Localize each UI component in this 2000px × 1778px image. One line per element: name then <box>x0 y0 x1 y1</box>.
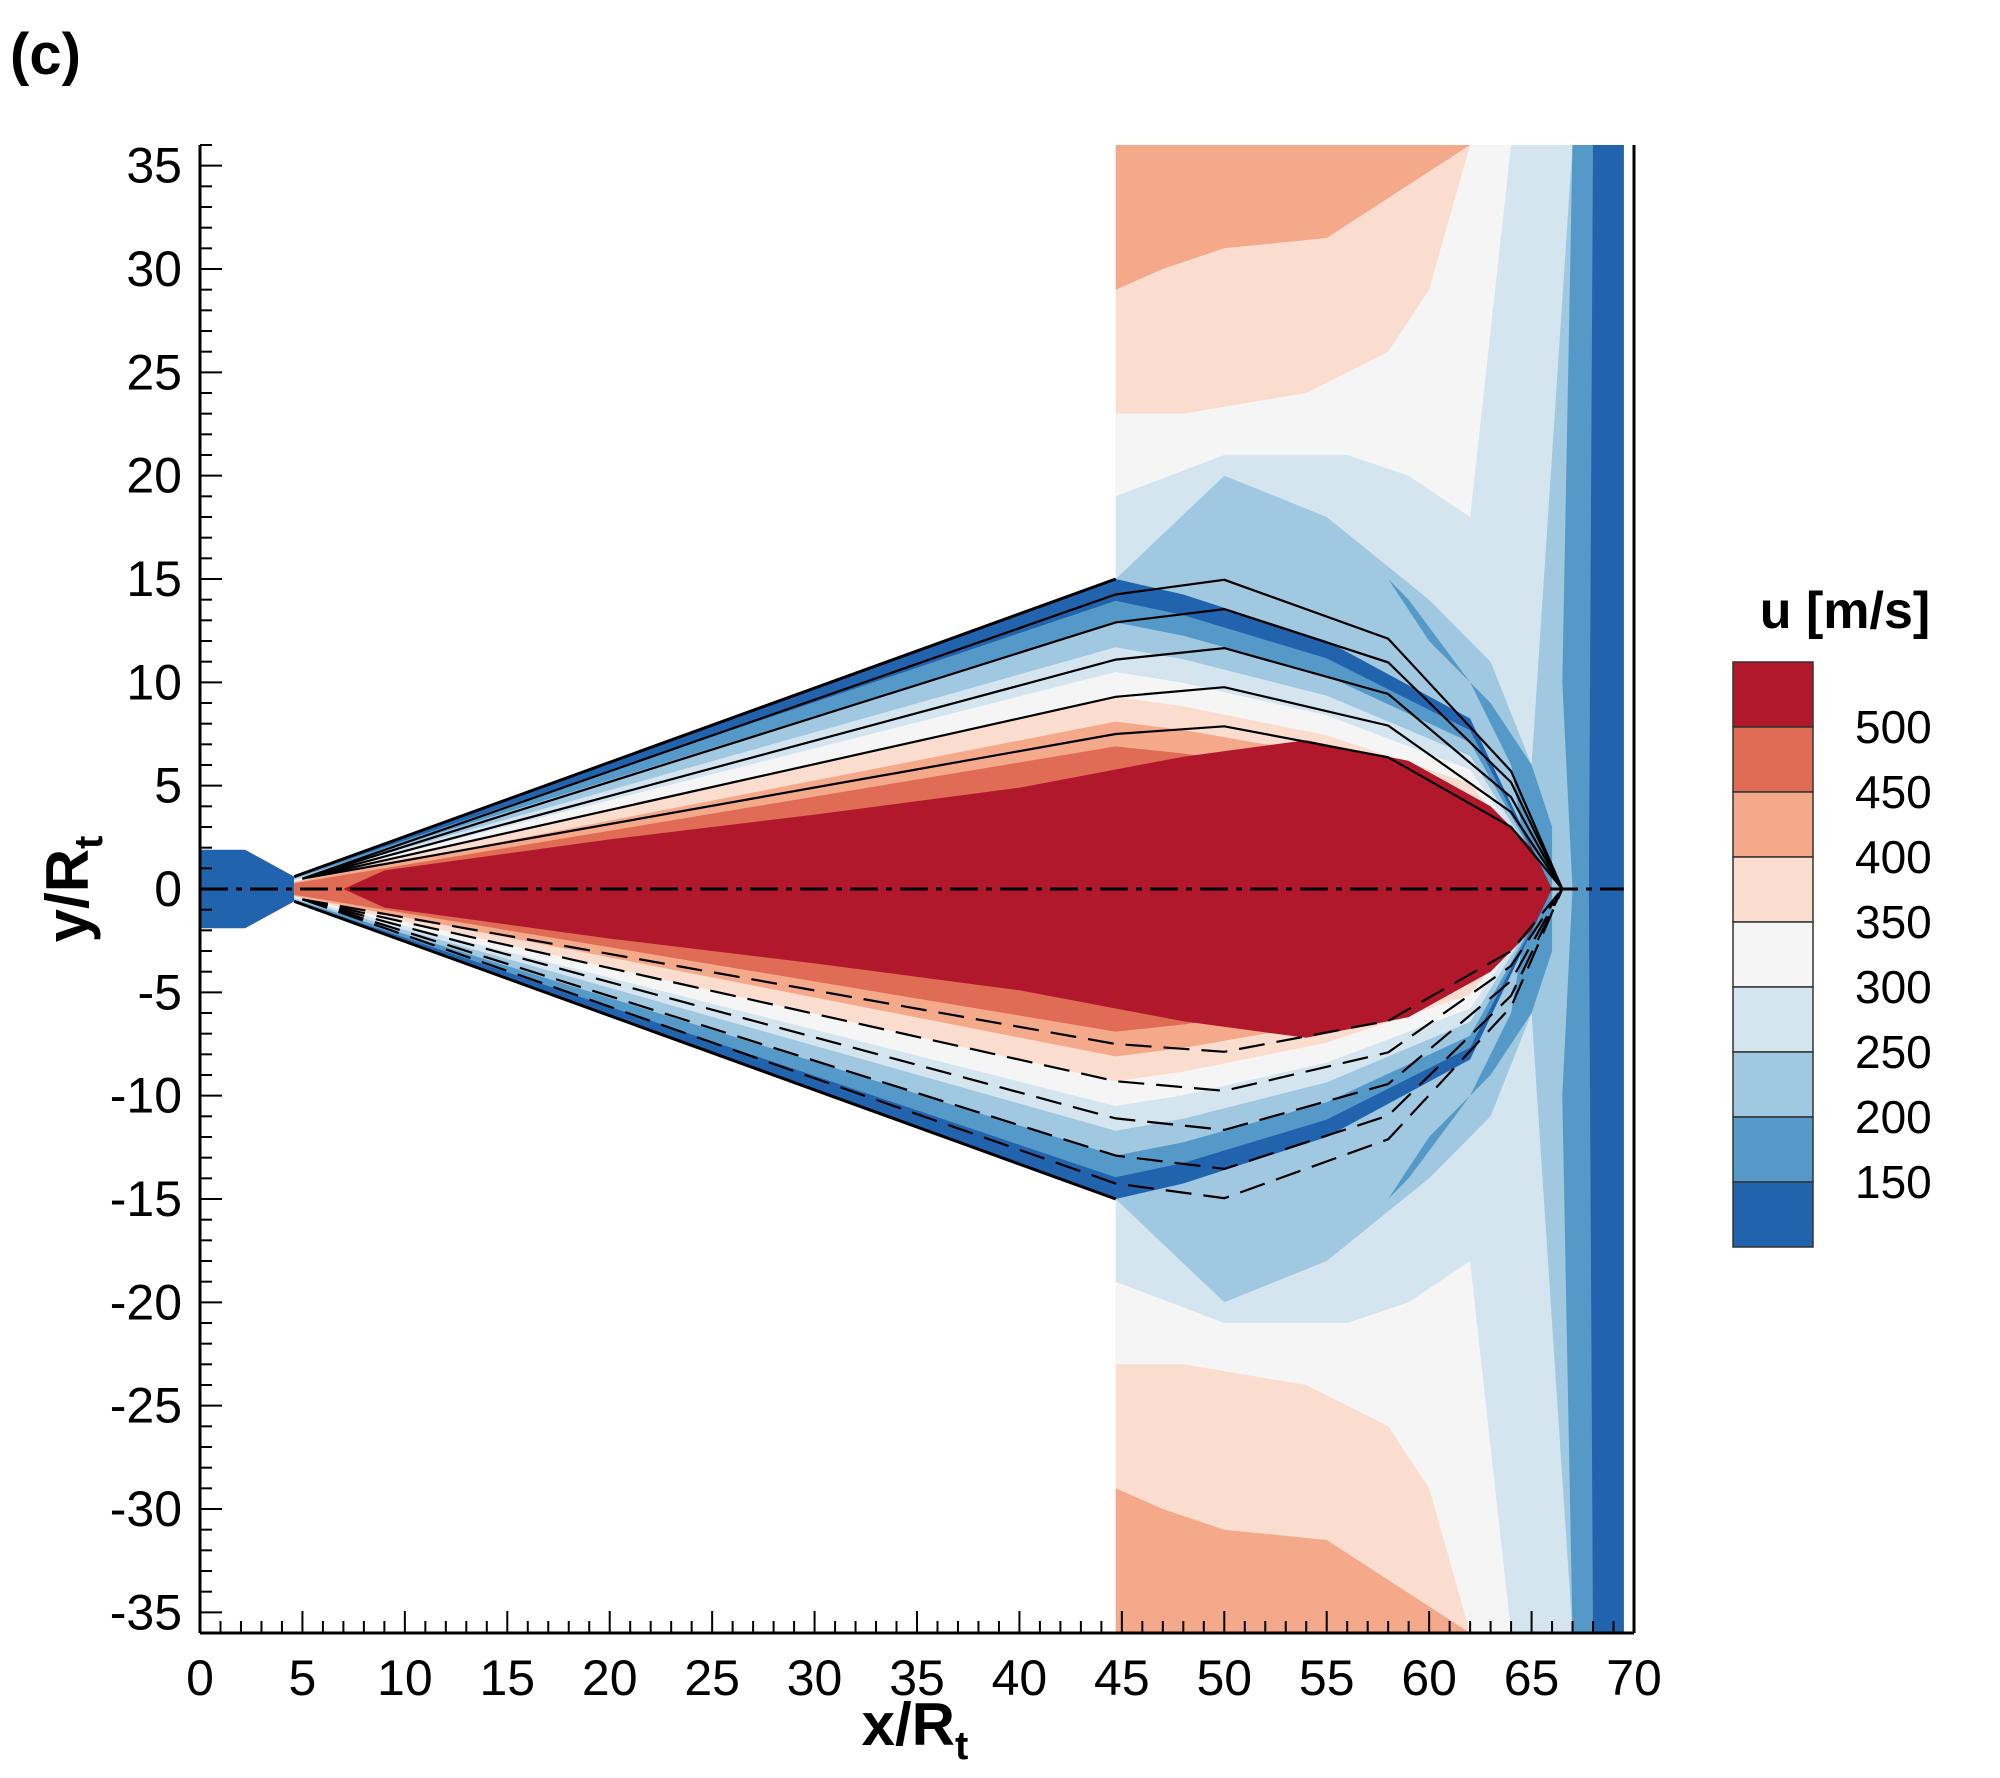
plume-field <box>343 740 1553 1038</box>
y-tick-label: 15 <box>126 551 182 607</box>
contour-lower-0 <box>302 888 1564 1053</box>
x-tick-label: 50 <box>1196 1650 1252 1706</box>
nozzle-inlet <box>200 849 295 929</box>
contour-upper-4 <box>302 578 1564 890</box>
y-tick-label: -30 <box>110 1481 182 1537</box>
contour-lower-4 <box>302 888 1564 1200</box>
x-tick-label: 70 <box>1606 1650 1662 1706</box>
legend-swatch-2 <box>1732 791 1814 858</box>
ambient-band-upper <box>1115 145 1624 290</box>
legend-label-150: 150 <box>1855 1156 1932 1208</box>
y-tick-label: -15 <box>110 1171 182 1227</box>
y-tick-label: -25 <box>110 1378 182 1434</box>
y-tick-label: -35 <box>110 1584 182 1640</box>
legend-swatch-4 <box>1732 921 1814 988</box>
y-tick-label: 20 <box>126 448 182 504</box>
y-tick-label: 25 <box>126 344 182 400</box>
y-tick-label: -5 <box>138 964 182 1020</box>
legend-swatches <box>1732 661 1814 1248</box>
legend-label-200: 200 <box>1855 1091 1932 1143</box>
x-tick-label: 35 <box>889 1650 945 1706</box>
x-tick-label: 10 <box>377 1650 433 1706</box>
contour-upper-3 <box>302 607 1564 890</box>
plot-area <box>200 145 1634 1633</box>
ambient-band-lower <box>1115 1488 1471 1633</box>
core-plume <box>343 740 1553 1038</box>
contour-upper-1 <box>302 686 1564 890</box>
y-tick-label: 5 <box>154 758 182 814</box>
legend-swatch-7 <box>1732 1116 1814 1183</box>
legend-label-350: 350 <box>1855 896 1932 948</box>
contour-upper-2 <box>302 646 1564 890</box>
contour-lines <box>293 577 1564 1201</box>
x-tick-label: 25 <box>684 1650 740 1706</box>
x-tick-label: 15 <box>479 1650 535 1706</box>
nozzle-wall-lower <box>293 899 1117 1201</box>
x-tick-label: 45 <box>1094 1650 1150 1706</box>
x-tick-label: 0 <box>186 1650 214 1706</box>
y-axis-ticks: 35 30 25 20 15 10 5 0 -5 -10 -15 -20 -25 -30 -35 <box>110 138 222 1640</box>
y-tick-label: -20 <box>110 1274 182 1330</box>
x-axis-title: x/Rt <box>862 1691 969 1768</box>
x-tick-label: 60 <box>1401 1650 1457 1706</box>
y-tick-label: 0 <box>154 861 182 917</box>
y-tick-label: -10 <box>110 1068 182 1124</box>
colorbar-legend: u [m/s] 500 450 400 350 300 250 200 150 <box>1732 582 1932 1248</box>
nozzle-wall-upper <box>293 577 1117 879</box>
legend-title: u [m/s] <box>1760 582 1930 640</box>
legend-swatch-5 <box>1732 986 1814 1053</box>
legend-label-250: 250 <box>1855 1026 1932 1078</box>
panel-label: (c) <box>10 22 81 87</box>
x-tick-label: 20 <box>582 1650 638 1706</box>
y-tick-label: 10 <box>126 654 182 710</box>
legend-swatch-3 <box>1732 856 1814 923</box>
contour-lower-3 <box>302 888 1564 1171</box>
y-tick-label: 30 <box>126 241 182 297</box>
legend-label-450: 450 <box>1855 766 1932 818</box>
legend-swatch-6 <box>1732 1051 1814 1118</box>
legend-label-500: 500 <box>1855 701 1932 753</box>
legend-swatch-8 <box>1732 1181 1814 1248</box>
x-tick-label: 55 <box>1299 1650 1355 1706</box>
legend-swatch-0 <box>1732 661 1814 728</box>
y-tick-label: 35 <box>126 138 182 194</box>
legend-label-400: 400 <box>1855 831 1932 883</box>
contour-upper-0 <box>302 725 1564 890</box>
x-tick-label: 65 <box>1504 1650 1560 1706</box>
legend-swatch-1 <box>1732 726 1814 793</box>
x-tick-label: 5 <box>289 1650 317 1706</box>
contour-lower-2 <box>302 888 1564 1132</box>
x-tick-label: 40 <box>992 1650 1048 1706</box>
legend-labels: 500 450 400 350 300 250 200 150 <box>1855 701 1932 1208</box>
contour-lower-1 <box>302 888 1564 1092</box>
x-tick-label: 30 <box>787 1650 843 1706</box>
legend-label-300: 300 <box>1855 961 1932 1013</box>
y-axis-title: y/Rt <box>34 836 111 943</box>
x-axis-ticks: 0 5 10 15 20 25 30 35 40 45 50 55 60 65 70 <box>186 1611 1662 1706</box>
